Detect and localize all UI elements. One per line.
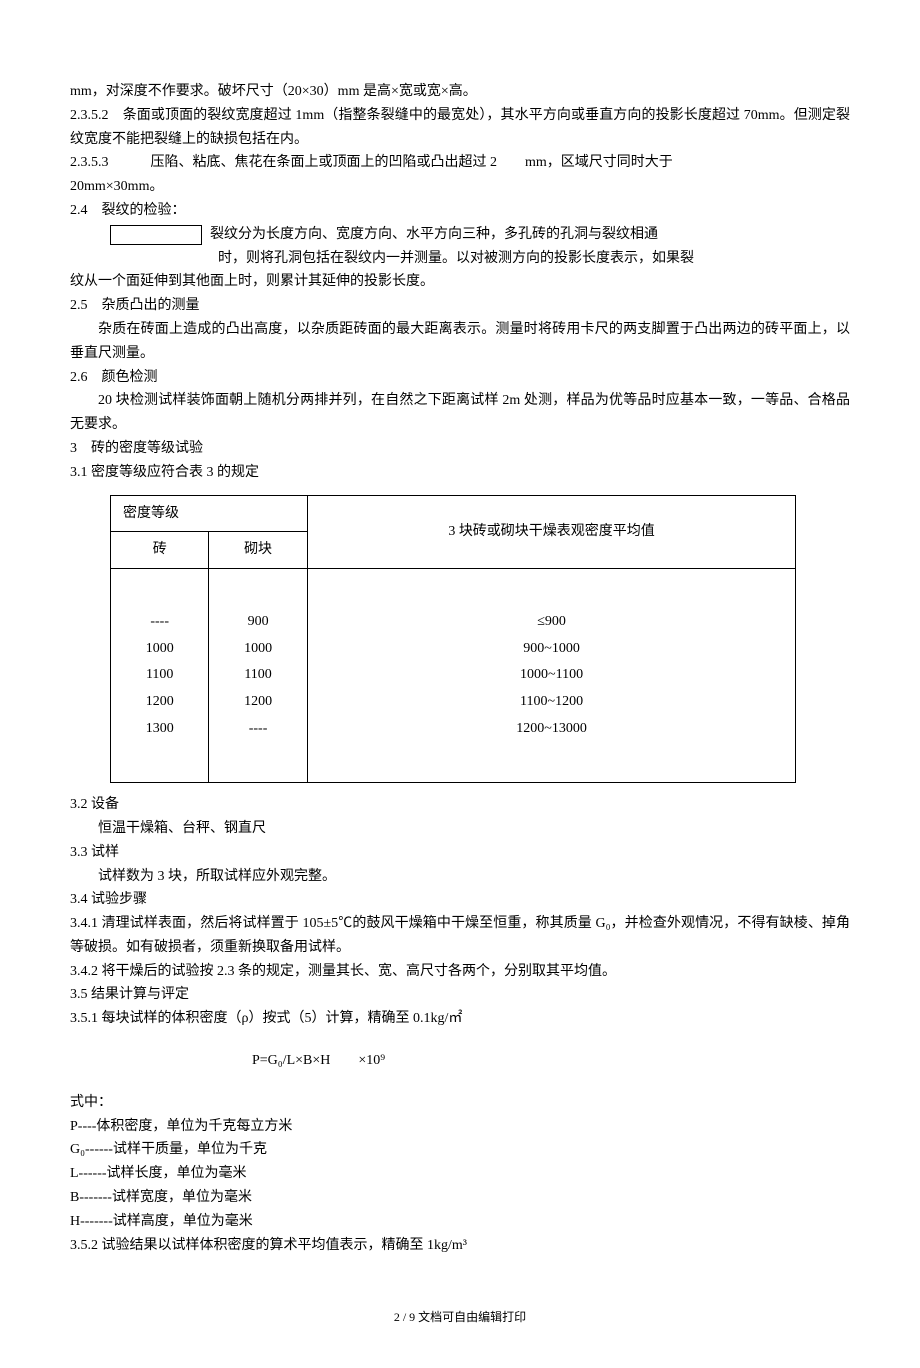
density-table: 密度等级 3 块砖或砌块干燥表观密度平均值 砖 砌块 ---- 1000 110… <box>110 495 796 784</box>
redaction-box <box>110 225 202 245</box>
body-text: 2.3.5.2 条面或顶面的裂纹宽度超过 1mm（指整条裂缝中的最宽处），其水平… <box>70 104 850 152</box>
body-text: mm，对深度不作要求。破坏尺寸（20×30）mm 是高×宽或宽×高。 <box>70 80 850 104</box>
table-cell: ---- 1000 1100 1200 1300 <box>111 569 209 783</box>
body-text: L------试样长度，单位为毫米 <box>70 1162 850 1186</box>
section-heading: 3.2 设备 <box>70 793 850 817</box>
body-text: 2.3.5.3 压陷、粘底、焦花在条面上或顶面上的凹陷或凸出超过 2 mm，区域… <box>70 151 850 175</box>
body-text: 3.4.2 将干燥后的试验按 2.3 条的规定，测量其长、宽、高尺寸各两个，分别… <box>70 960 850 984</box>
section-heading: 2.5 杂质凸出的测量 <box>70 294 850 318</box>
body-text: 裂纹分为长度方向、宽度方向、水平方向三种，多孔砖的孔洞与裂纹相通 <box>70 223 850 247</box>
table-subheader: 砖 <box>111 532 209 569</box>
section-heading: 3.3 试样 <box>70 841 850 865</box>
section-heading: 3.4 试验步骤 <box>70 888 850 912</box>
body-text: 纹从一个面延伸到其他面上时，则累计其延伸的投影长度。 <box>70 270 850 294</box>
section-heading: 3.5 结果计算与评定 <box>70 983 850 1007</box>
table-cell: 900 1000 1100 1200 ---- <box>209 569 307 783</box>
body-text: B-------试样宽度，单位为毫米 <box>70 1186 850 1210</box>
body-text: G₀------试样干质量，单位为千克 <box>70 1138 850 1162</box>
section-heading: 3 砖的密度等级试验 <box>70 437 850 461</box>
formula: Ρ=G₀/L×B×H ×10⁹ <box>70 1049 850 1073</box>
section-heading: 2.4 裂纹的检验： <box>70 199 850 223</box>
body-text-span: 裂纹分为长度方向、宽度方向、水平方向三种，多孔砖的孔洞与裂纹相通 <box>210 227 658 242</box>
body-text: H-------试样高度，单位为毫米 <box>70 1210 850 1234</box>
body-text: 杂质在砖面上造成的凸出高度，以杂质距砖面的最大距离表示。测量时将砖用卡尺的两支脚… <box>70 318 850 366</box>
table-header: 密度等级 <box>111 495 308 532</box>
page-footer: 2 / 9 文档可自由编辑打印 <box>70 1307 850 1327</box>
body-text: 式中： <box>70 1091 850 1115</box>
table-row: ---- 1000 1100 1200 1300 900 1000 1100 1… <box>111 569 796 783</box>
body-text: Ρ----体积密度，单位为千克每立方米 <box>70 1115 850 1139</box>
table-cell: ≤900 900~1000 1000~1100 1100~1200 1200~1… <box>307 569 796 783</box>
body-text: 20mm×30mm。 <box>70 175 850 199</box>
section-heading: 2.6 颜色检测 <box>70 366 850 390</box>
body-text: 3.5.2 试验结果以试样体积密度的算术平均值表示，精确至 1kg/m³ <box>70 1234 850 1258</box>
crack-block: 裂纹分为长度方向、宽度方向、水平方向三种，多孔砖的孔洞与裂纹相通 时，则将孔洞包… <box>70 223 850 294</box>
body-text: 3.5.1 每块试样的体积密度（ρ）按式（5）计算，精确至 0.1kg/㎡ <box>70 1007 850 1031</box>
section-heading: 3.1 密度等级应符合表 3 的规定 <box>70 461 850 485</box>
table-subheader: 砌块 <box>209 532 307 569</box>
table-header: 3 块砖或砌块干燥表观密度平均值 <box>307 495 796 569</box>
body-text: 恒温干燥箱、台秤、钢直尺 <box>70 817 850 841</box>
body-text: 3.4.1 清理试样表面，然后将试样置于 105±5℃的鼓风干燥箱中干燥至恒重，… <box>70 912 850 960</box>
body-text: 试样数为 3 块，所取试样应外观完整。 <box>70 865 850 889</box>
body-text: 时，则将孔洞包括在裂纹内一并测量。以对被测方向的投影长度表示，如果裂 <box>70 247 850 271</box>
body-text: 20 块检测试样装饰面朝上随机分两排并列，在自然之下距离试样 2m 处测，样品为… <box>70 389 850 437</box>
table-row: 密度等级 3 块砖或砌块干燥表观密度平均值 <box>111 495 796 532</box>
